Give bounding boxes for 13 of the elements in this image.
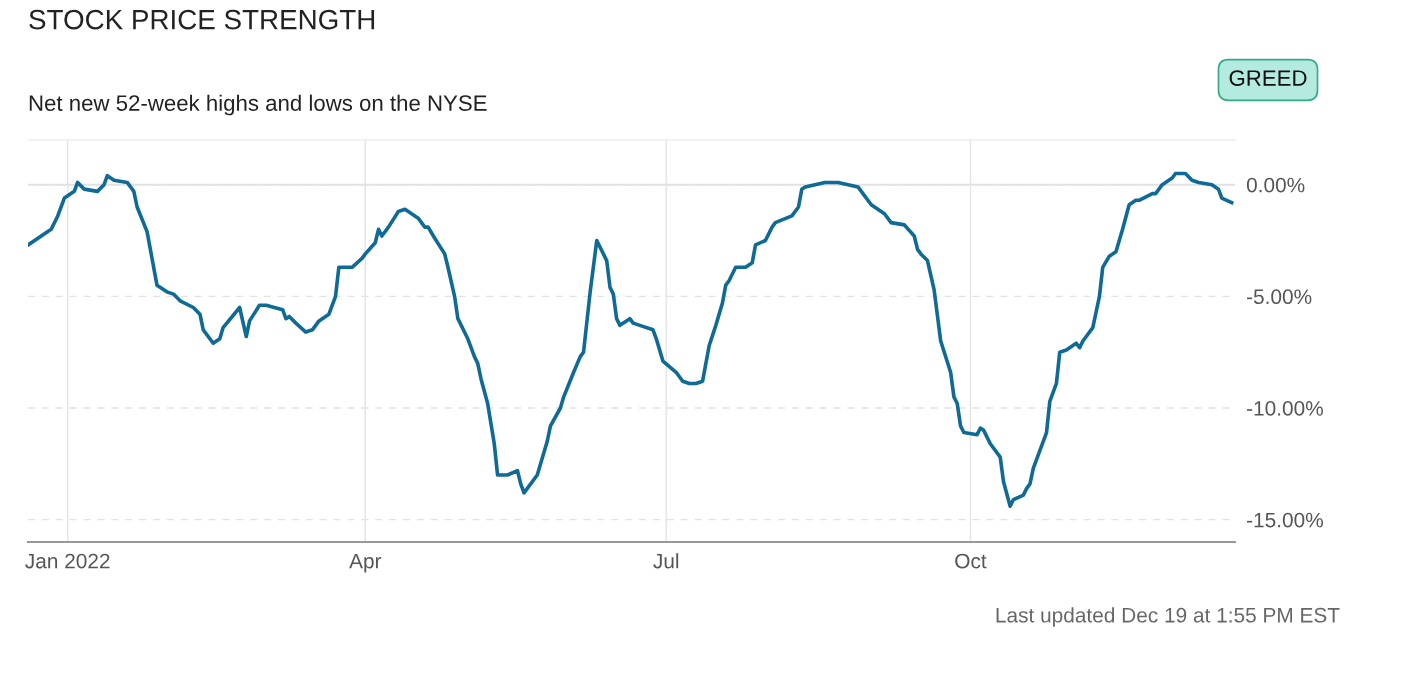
y-tick-label: -10.00% <box>1247 401 1323 416</box>
x-tick-label: Jul <box>653 553 679 569</box>
chart-title: STOCK PRICE STRENGTH <box>29 9 375 30</box>
y-tick-label: -5.00% <box>1247 289 1312 305</box>
y-tick-label: 0.00% <box>1246 177 1305 193</box>
x-tick-label: Jan 2022 <box>25 553 110 569</box>
chart-subtitle: Net new 52-week highs and lows on the NYSE <box>29 94 487 116</box>
line-series <box>28 171 1234 509</box>
x-tick-label: Apr <box>349 553 382 573</box>
text: GREED <box>1229 70 1307 86</box>
x-tick-label: Oct <box>955 553 987 569</box>
text: Last updated Dec 19 at 1:55 PM EST <box>996 607 1340 627</box>
y-tick-label: -15.00% <box>1247 512 1323 528</box>
